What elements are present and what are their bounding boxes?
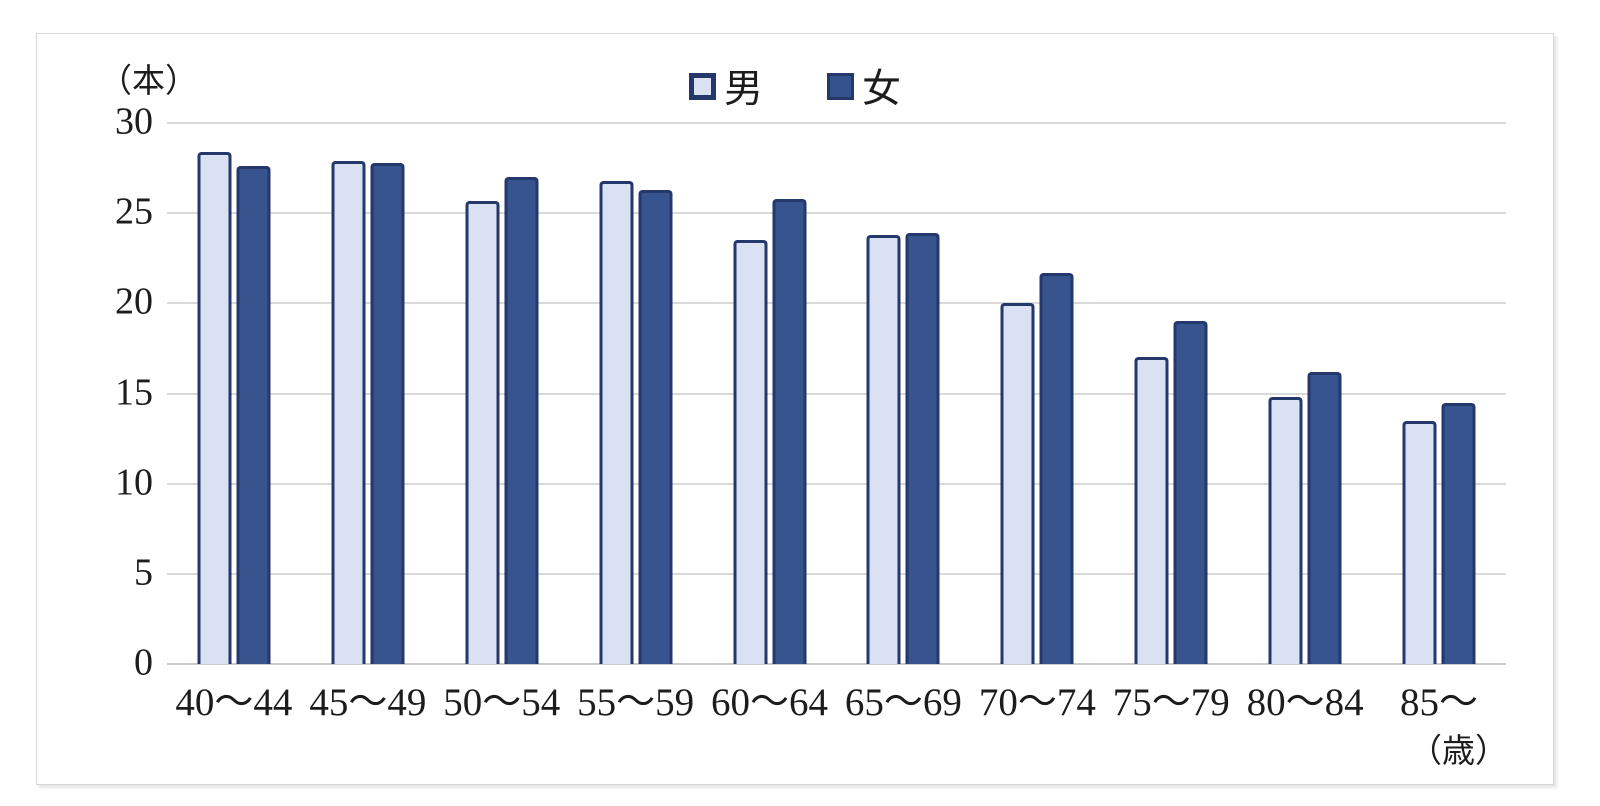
bar-female-75～79: [1173, 321, 1208, 664]
y-tick-label-5: 5: [134, 551, 153, 594]
y-tick-label-10: 10: [115, 461, 153, 504]
plot-area: [167, 122, 1506, 665]
chart-frame: （本） 男 女 30 25 20 15 10 5 0 40～44 45～49 50～54 55～5…: [36, 33, 1554, 785]
legend-label-female: 女: [862, 68, 902, 111]
bar-group-70～74: [1000, 123, 1074, 664]
legend-item-male: 男: [688, 58, 763, 114]
x-tick-label-60～64: 60～64: [711, 681, 829, 724]
bar-group-85～: [1402, 123, 1476, 664]
gridline-y-0: [167, 663, 1506, 665]
bar-female-65～69: [905, 233, 940, 664]
gridline-y-15: [167, 392, 1506, 395]
y-tick-label-15: 15: [115, 370, 153, 413]
bar-female-50～54: [504, 177, 539, 664]
bar-group-60～64: [733, 123, 807, 664]
bar-female-70～74: [1039, 272, 1074, 664]
y-tick-label-25: 25: [115, 190, 153, 233]
x-tick-label-70～74: 70～74: [978, 681, 1096, 724]
bar-group-75～79: [1134, 123, 1208, 664]
bar-female-55～59: [638, 189, 673, 664]
gridline-y-5: [167, 572, 1506, 575]
x-axis-unit-label: （歳）: [1409, 734, 1508, 770]
x-tick-label-45～49: 45～49: [309, 681, 427, 724]
y-tick-label-30: 30: [115, 100, 153, 143]
bar-male-75～79: [1134, 357, 1169, 664]
y-axis-unit-label: （本）: [99, 64, 198, 100]
y-axis-tick-labels: 30 25 20 15 10 5 0: [37, 102, 153, 681]
bar-group-40～44: [197, 123, 271, 664]
bar-group-80～84: [1268, 123, 1342, 664]
bar-female-85～: [1441, 402, 1476, 664]
legend: 男 女: [37, 58, 1553, 114]
gridline-y-25: [167, 212, 1506, 215]
legend-label-male: 男: [723, 68, 763, 111]
bar-male-85～: [1402, 420, 1437, 664]
legend-swatch-female-icon: [827, 72, 854, 100]
bar-female-40～44: [236, 166, 271, 664]
x-tick-label-55～59: 55～59: [577, 681, 695, 724]
bar-male-60～64: [733, 240, 768, 664]
bar-male-70～74: [1000, 303, 1035, 664]
y-tick-label-0: 0: [134, 641, 153, 684]
bar-group-55～59: [599, 123, 673, 664]
bar-male-45～49: [331, 160, 366, 664]
x-tick-label-50～54: 50～54: [443, 681, 561, 724]
x-tick-label-85～: 85～: [1400, 681, 1479, 724]
bar-male-80～84: [1268, 397, 1303, 664]
gridline-y-30: [167, 122, 1506, 124]
bar-group-65～69: [866, 123, 940, 664]
bar-male-50～54: [465, 200, 500, 664]
x-axis-tick-labels: 40～44 45～49 50～54 55～59 60～64 65～69 70～74 75～79…: [167, 681, 1506, 732]
x-tick-label-40～44: 40～44: [175, 681, 293, 724]
legend-swatch-male-icon: [688, 72, 716, 100]
gridline-y-10: [167, 482, 1506, 485]
bar-male-40～44: [197, 151, 232, 664]
x-tick-label-80～84: 80～84: [1246, 681, 1364, 724]
gridline-y-20: [167, 302, 1506, 305]
bar-group-45～49: [331, 123, 405, 664]
bar-male-55～59: [599, 180, 634, 664]
y-tick-label-20: 20: [115, 280, 153, 323]
x-tick-label-75～79: 75～79: [1112, 681, 1230, 724]
x-tick-label-65～69: 65～69: [844, 681, 962, 724]
bar-male-65～69: [866, 234, 901, 664]
bar-female-45～49: [370, 162, 405, 664]
legend-item-female: 女: [827, 58, 901, 114]
bar-group-50～54: [465, 123, 539, 664]
bar-female-60～64: [772, 198, 807, 664]
bar-female-80～84: [1307, 371, 1342, 664]
